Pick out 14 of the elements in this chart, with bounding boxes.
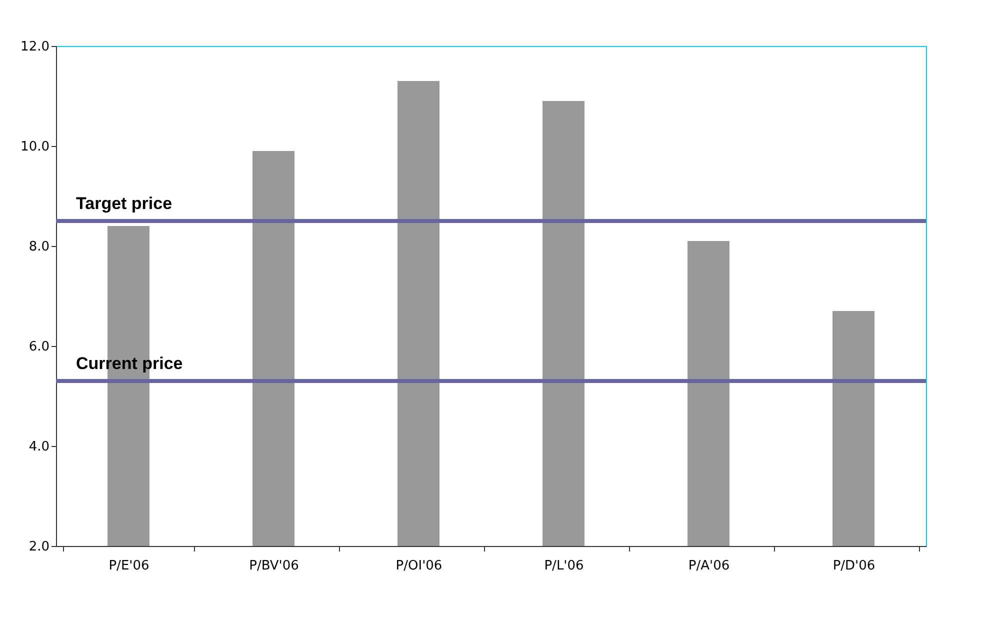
x-tick-label: P/BV'06	[249, 558, 299, 574]
y-tick-label: 10.0	[20, 140, 50, 154]
ref-line-label: Target price	[76, 194, 172, 213]
x-tick-label: P/D'06	[832, 558, 876, 574]
y-tick-label: 2.0	[28, 540, 50, 554]
y-tick-label: 4.0	[28, 440, 50, 454]
x-tick-label: P/OI'06	[396, 558, 442, 574]
x-tick-label: P/L'06	[544, 558, 584, 574]
y-tick-label: 12.0	[20, 40, 50, 54]
x-tick-label: P/E'06	[108, 558, 150, 574]
ref-line-label: Current price	[76, 354, 183, 373]
y-tick-label: 6.0	[28, 340, 50, 354]
x-tick-label: P/A'06	[688, 558, 730, 574]
y-tick-label: 8.0	[28, 240, 50, 254]
